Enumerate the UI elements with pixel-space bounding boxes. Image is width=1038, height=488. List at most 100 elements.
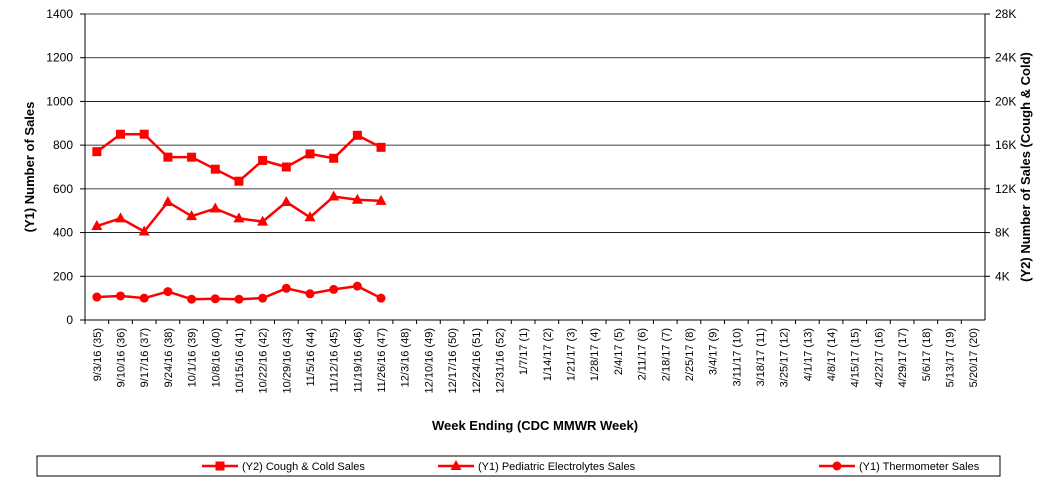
legend-label: (Y2) Cough & Cold Sales [242,461,365,473]
legend-marker [215,461,225,471]
data-point [163,287,173,297]
y2-tick-label: 4K [995,269,1010,283]
x-tick-label: 5/6/17 (18) [921,328,933,381]
data-point [187,294,197,304]
series-line [96,132,382,183]
data-point [304,211,316,222]
legend-label: (Y1) Pediatric Electrolytes Sales [478,461,636,473]
y2-axis-label: (Y2) Number of Sales (Cough & Cold) [1018,52,1033,282]
data-point [209,202,221,213]
x-tick-label: 11/19/16 (46) [352,328,364,393]
data-point [305,149,315,159]
legend-box [36,455,1001,477]
data-point [91,220,103,231]
x-tick-label: 3/25/17 (12) [779,328,791,387]
x-tick-label: 4/1/17 (13) [802,328,814,381]
x-tick-label: 10/8/16 (40) [210,328,222,387]
data-point [210,294,220,304]
x-tick-label: 1/28/17 (4) [589,328,601,381]
data-point [210,164,220,174]
y-tick-label: 0 [66,313,73,327]
x-tick-label: 4/15/17 (15) [850,328,862,387]
x-tick-label: 3/11/17 (10) [731,328,743,387]
data-point [351,193,363,204]
y-tick-label: 1200 [46,51,73,65]
y2-tick-label: 12K [995,182,1016,196]
data-point [162,195,174,206]
data-point [233,212,245,223]
data-point [187,152,197,162]
data-point [352,130,362,140]
data-point [281,162,291,172]
data-point [281,283,291,293]
y-axis-label: (Y1) Number of Sales [22,102,37,233]
x-tick-label: 1/21/17 (3) [566,328,578,381]
legend-label: (Y1) Thermometer Sales [859,461,980,473]
y2-tick-label: 16K [995,138,1016,152]
data-point [376,142,386,152]
x-tick-label: 2/4/17 (5) [613,328,625,375]
y-tick-label: 600 [53,182,73,196]
x-tick-label: 12/17/16 (50) [447,328,459,393]
x-tick-label: 3/4/17 (9) [708,328,720,375]
x-tick-label: 9/17/16 (37) [139,328,151,387]
data-point [329,284,339,294]
data-point [139,129,149,139]
y-tick-label: 200 [53,269,73,283]
data-point [234,294,244,304]
data-point [186,210,198,221]
x-tick-label: 12/3/16 (48) [400,328,412,387]
x-axis-label: Week Ending (CDC MMWR Week) [432,418,638,433]
x-tick-label: 2/11/17 (6) [637,328,649,380]
data-point [92,292,102,302]
x-tick-label: 3/18/17 (11) [755,328,767,387]
x-tick-label: 12/10/16 (49) [423,328,435,393]
x-tick-label: 5/13/17 (19) [944,328,956,387]
data-point [329,153,339,163]
x-tick-label: 10/29/16 (43) [281,328,293,393]
y2-tick-label: 24K [995,51,1016,65]
y-tick-label: 1000 [46,94,73,108]
data-point [257,215,269,226]
x-tick-label: 12/31/16 (52) [494,328,506,393]
data-point [116,129,126,139]
x-tick-label: 1/14/17 (2) [542,328,554,381]
x-tick-label: 4/22/17 (16) [873,328,885,387]
y2-tick-label: 8K [995,226,1010,240]
legend-marker [450,460,462,470]
x-tick-label: 2/18/17 (7) [660,328,672,381]
data-point [280,195,292,206]
x-tick-label: 11/5/16 (44) [305,328,317,387]
x-tick-label: 4/8/17 (14) [826,328,838,381]
x-tick-label: 9/24/16 (38) [163,328,175,387]
y2-tick-label: 28K [995,7,1016,21]
x-tick-label: 10/22/16 (42) [258,328,270,393]
data-point [352,281,362,291]
data-point [328,190,340,201]
x-tick-label: 10/15/16 (41) [234,328,246,393]
data-point [376,293,386,303]
y-tick-label: 400 [53,226,73,240]
x-tick-label: 5/20/17 (20) [968,328,980,387]
x-tick-label: 11/26/16 (47) [376,328,388,393]
x-tick-label: 10/1/16 (39) [187,328,199,387]
x-tick-label: 11/12/16 (45) [329,328,341,393]
legend-marker [832,461,842,471]
x-tick-label: 12/24/16 (51) [471,328,483,393]
data-point [305,289,315,299]
data-point [375,194,387,205]
data-point [234,176,244,186]
y-tick-label: 800 [53,138,73,152]
x-tick-label: 4/29/17 (17) [897,328,909,387]
data-point [163,152,173,162]
data-point [258,155,268,165]
y-tick-label: 1400 [46,7,73,21]
data-point [138,225,150,236]
x-tick-label: 2/25/17 (8) [684,328,696,381]
x-tick-label: 1/7/17 (1) [518,328,530,375]
data-point [116,291,126,301]
data-point [92,147,102,157]
x-tick-label: 9/3/16 (35) [92,328,104,381]
